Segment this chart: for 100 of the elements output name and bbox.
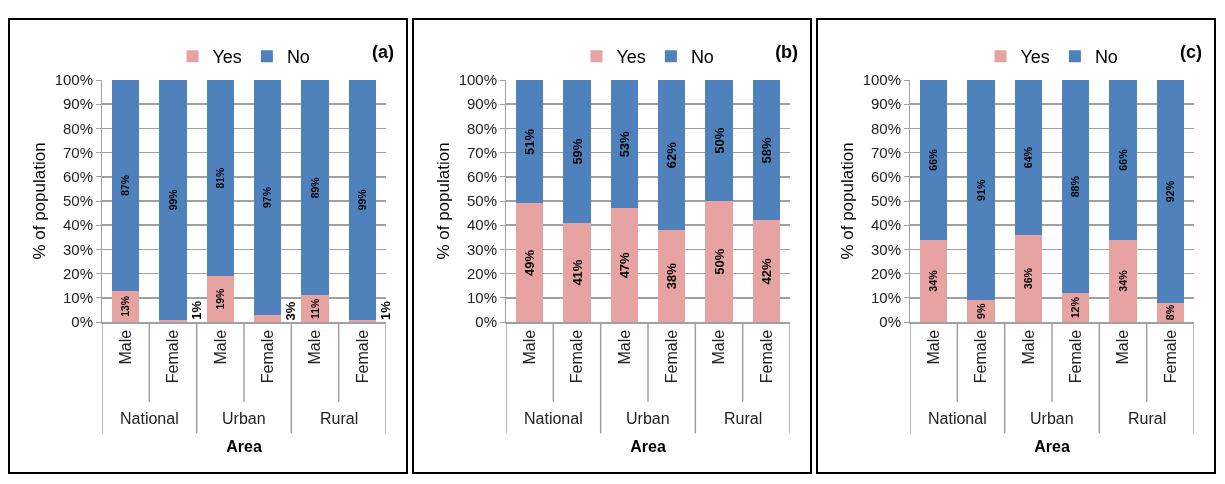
legend-label: Yes bbox=[1020, 47, 1050, 68]
y-tick-label: 40% bbox=[466, 216, 497, 234]
chart-title: (a) bbox=[372, 41, 395, 62]
bar bbox=[967, 80, 995, 301]
text: Urban bbox=[1030, 410, 1074, 427]
y-tick-label: 50% bbox=[62, 192, 93, 210]
data-label: 66% bbox=[1116, 148, 1129, 171]
bar bbox=[1109, 80, 1137, 240]
bar bbox=[348, 80, 377, 320]
bar bbox=[111, 80, 140, 291]
y-tick-label: 70% bbox=[870, 143, 901, 161]
legend-label: Yes bbox=[212, 47, 242, 68]
data-label: 34% bbox=[927, 269, 940, 292]
x-tick-label: Female bbox=[568, 329, 586, 384]
y-tick-label: 20% bbox=[466, 264, 497, 282]
x-tick-label: Male bbox=[1019, 329, 1037, 365]
text: Urban bbox=[222, 410, 266, 427]
y-tick-label: 90% bbox=[466, 95, 497, 113]
y-tick-label: 70% bbox=[466, 143, 497, 161]
data-label: 36% bbox=[1022, 267, 1035, 290]
text: Rural bbox=[724, 410, 763, 427]
data-label: 51% bbox=[522, 128, 538, 155]
y-tick-label: 90% bbox=[62, 95, 93, 113]
data-label: 87% bbox=[120, 175, 132, 196]
x-tick-label: Male bbox=[211, 329, 229, 365]
data-label: 47% bbox=[616, 251, 632, 279]
data-label: 58% bbox=[758, 136, 774, 164]
bar bbox=[1061, 80, 1090, 293]
y-tick-label: 10% bbox=[466, 289, 497, 307]
text: National bbox=[524, 410, 583, 427]
x-tick-label: Female bbox=[164, 329, 182, 384]
y-tick-label: 10% bbox=[870, 289, 901, 307]
y-tick-label: 30% bbox=[466, 240, 497, 258]
x-tick-label: Female bbox=[1066, 329, 1084, 384]
data-label: 12% bbox=[1069, 296, 1082, 319]
data-label: 99% bbox=[356, 189, 368, 211]
data-label: 3% bbox=[283, 301, 299, 321]
x-tick-label: Female bbox=[662, 329, 680, 384]
bar bbox=[705, 80, 733, 201]
bar bbox=[752, 220, 781, 322]
bar bbox=[610, 208, 639, 322]
data-label: 53% bbox=[616, 130, 632, 158]
y-tick-label: 60% bbox=[466, 168, 497, 186]
y-tick-label: 70% bbox=[62, 143, 93, 161]
y-tick-label: 20% bbox=[62, 264, 93, 282]
y-tick-label: 30% bbox=[62, 240, 93, 258]
y-tick-label: 50% bbox=[466, 192, 497, 210]
text: National bbox=[928, 410, 987, 427]
x-tick-label: Male bbox=[116, 329, 134, 365]
y-tick-label: 10% bbox=[62, 289, 93, 307]
bar bbox=[1014, 80, 1043, 235]
x-tick-label: Male bbox=[1114, 329, 1132, 365]
y-tick-label: 80% bbox=[870, 119, 901, 137]
chart-title: (c) bbox=[1180, 41, 1203, 62]
y-tick-label: 60% bbox=[62, 168, 93, 186]
x-tick-label: Male bbox=[306, 329, 324, 365]
bar bbox=[919, 239, 948, 322]
data-label: 41% bbox=[569, 259, 585, 286]
legend-label: No bbox=[690, 47, 714, 68]
data-label: 19% bbox=[214, 288, 226, 310]
data-label: 50% bbox=[711, 248, 727, 275]
x-tick-label: Male bbox=[924, 329, 942, 365]
bar bbox=[919, 80, 948, 240]
bar bbox=[253, 80, 282, 315]
data-label: 97% bbox=[262, 187, 274, 208]
data-label: 8% bbox=[1164, 304, 1177, 321]
y-tick-label: 0% bbox=[71, 313, 93, 331]
y-tick-label: 0% bbox=[879, 313, 901, 331]
data-label: 81% bbox=[214, 167, 226, 189]
data-label: 49% bbox=[522, 249, 538, 276]
y-axis-title: % of population bbox=[838, 142, 858, 260]
data-label: 9% bbox=[974, 303, 987, 319]
x-tick-label: Female bbox=[757, 329, 775, 384]
bar bbox=[705, 201, 733, 322]
y-tick-label: 40% bbox=[870, 216, 901, 234]
text: Rural bbox=[320, 410, 359, 427]
bar bbox=[752, 80, 781, 221]
y-tick-label: 50% bbox=[870, 192, 901, 210]
bar bbox=[515, 80, 544, 204]
bar bbox=[301, 80, 329, 296]
legend-label: Yes bbox=[616, 47, 646, 68]
x-axis-title: Area bbox=[226, 437, 262, 455]
y-tick-label: 40% bbox=[62, 216, 93, 234]
y-tick-label: 20% bbox=[870, 264, 901, 282]
bar bbox=[1014, 234, 1043, 322]
bar bbox=[657, 80, 686, 231]
bar bbox=[206, 80, 235, 277]
y-tick-label: 30% bbox=[870, 240, 901, 258]
data-label: 99% bbox=[167, 189, 179, 211]
x-axis-title: Area bbox=[630, 437, 666, 455]
data-label: 89% bbox=[309, 177, 321, 199]
data-label: 50% bbox=[711, 127, 727, 154]
chart-title: (b) bbox=[775, 41, 799, 62]
x-tick-label: Male bbox=[520, 329, 538, 365]
bar bbox=[657, 230, 686, 322]
x-tick-label: Female bbox=[258, 329, 276, 384]
y-tick-label: 90% bbox=[870, 95, 901, 113]
data-label: 1% bbox=[188, 300, 204, 320]
bar bbox=[159, 80, 187, 320]
data-label: 92% bbox=[1164, 180, 1177, 203]
